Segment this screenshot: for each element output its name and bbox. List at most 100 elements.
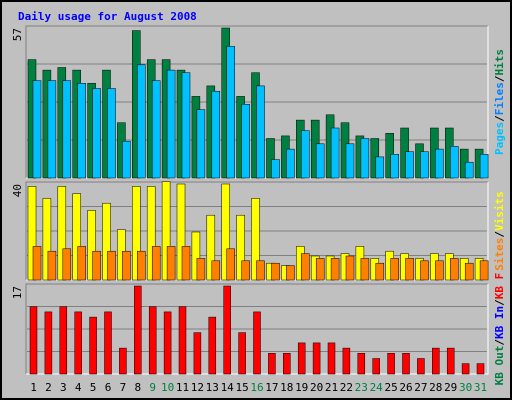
bar bbox=[312, 342, 321, 375]
bar bbox=[42, 198, 52, 281]
bar bbox=[72, 193, 81, 281]
x-tick-label: 3 bbox=[60, 381, 67, 394]
x-tick-label: 31 bbox=[474, 381, 487, 394]
bar bbox=[266, 138, 275, 179]
bar bbox=[181, 246, 191, 281]
bar bbox=[196, 258, 206, 281]
bar bbox=[132, 186, 141, 281]
bar bbox=[44, 311, 53, 375]
bar bbox=[62, 248, 72, 281]
x-tick-label: 28 bbox=[429, 381, 442, 394]
bar bbox=[315, 258, 325, 281]
bar bbox=[372, 358, 380, 375]
x-tick-label: 25 bbox=[384, 381, 397, 394]
bar bbox=[166, 246, 176, 281]
bar bbox=[464, 161, 474, 179]
bar bbox=[181, 72, 191, 179]
bar bbox=[360, 258, 370, 281]
bar bbox=[450, 146, 459, 179]
x-tick-label: 6 bbox=[105, 381, 112, 394]
bar bbox=[256, 260, 265, 281]
bar bbox=[146, 186, 156, 281]
bar bbox=[241, 260, 250, 281]
series-legend-label: Pages/Files/Hits bbox=[493, 49, 506, 155]
bar bbox=[375, 156, 385, 179]
bar bbox=[402, 353, 410, 375]
bar bbox=[161, 181, 171, 281]
bar bbox=[327, 342, 336, 375]
bar bbox=[226, 46, 235, 179]
bar bbox=[390, 154, 399, 179]
bar bbox=[193, 332, 202, 375]
x-tick-label: 26 bbox=[399, 381, 412, 394]
x-tick-label: 27 bbox=[414, 381, 427, 394]
bar bbox=[297, 342, 306, 375]
bar bbox=[122, 140, 131, 179]
bar bbox=[148, 306, 157, 375]
panel-bevel-dark bbox=[25, 25, 488, 178]
bar bbox=[315, 143, 325, 179]
bar bbox=[301, 130, 310, 179]
bar bbox=[417, 358, 425, 375]
bar bbox=[236, 214, 245, 281]
bar bbox=[435, 148, 444, 179]
bar bbox=[256, 85, 265, 179]
x-tick-label: 24 bbox=[370, 381, 384, 394]
bar bbox=[271, 262, 280, 281]
bar bbox=[283, 353, 291, 375]
x-tick-label: 14 bbox=[221, 381, 235, 394]
y-max-label: 57 bbox=[11, 28, 24, 41]
x-tick-label: 15 bbox=[235, 381, 248, 394]
panel-bevel-dark bbox=[25, 283, 488, 374]
x-tick-label: 23 bbox=[355, 381, 368, 394]
bar bbox=[77, 83, 86, 179]
bar bbox=[166, 69, 176, 179]
bar bbox=[271, 159, 280, 179]
bar bbox=[206, 214, 216, 281]
bar bbox=[390, 258, 399, 281]
chart-panels: 57 Pages/Files/Hits 40 Sites/Visits 17 KB Out… bbox=[11, 25, 506, 386]
y-max-label: 40 bbox=[11, 184, 24, 197]
bar bbox=[357, 353, 366, 375]
panel-hits-files-pages: 57 Pages/Files/Hits bbox=[11, 25, 506, 179]
bar bbox=[47, 80, 57, 179]
bar bbox=[432, 347, 440, 375]
bar bbox=[151, 80, 161, 179]
bar bbox=[450, 258, 459, 281]
x-tick-label: 20 bbox=[310, 381, 323, 394]
bar bbox=[479, 154, 489, 179]
bar bbox=[89, 316, 97, 375]
bar bbox=[211, 90, 221, 179]
bar bbox=[345, 255, 355, 281]
bar bbox=[286, 148, 295, 179]
bar bbox=[137, 250, 146, 281]
bar bbox=[226, 248, 235, 281]
series-hits bbox=[27, 27, 484, 179]
bar bbox=[27, 186, 37, 281]
bar bbox=[345, 143, 355, 179]
bar bbox=[223, 285, 231, 375]
bar bbox=[461, 363, 470, 375]
x-tick-label: 16 bbox=[250, 381, 263, 394]
bar bbox=[476, 363, 485, 375]
bar bbox=[330, 258, 340, 281]
bar bbox=[163, 311, 172, 375]
bar bbox=[92, 88, 101, 179]
bar bbox=[221, 183, 230, 281]
x-tick-label: 18 bbox=[280, 381, 293, 394]
bar bbox=[360, 138, 370, 179]
x-tick-label: 9 bbox=[149, 381, 156, 394]
bar bbox=[32, 80, 42, 179]
bar bbox=[176, 183, 186, 281]
x-tick-label: 8 bbox=[134, 381, 141, 394]
bar bbox=[241, 104, 250, 179]
bar bbox=[211, 260, 221, 281]
bar bbox=[191, 231, 201, 281]
bar bbox=[405, 151, 414, 179]
bar bbox=[446, 347, 455, 375]
bar bbox=[208, 316, 217, 375]
bar bbox=[301, 253, 310, 281]
panel-kb: 17 KB Out/KB In/KB F bbox=[11, 273, 506, 386]
series-files bbox=[32, 46, 489, 179]
